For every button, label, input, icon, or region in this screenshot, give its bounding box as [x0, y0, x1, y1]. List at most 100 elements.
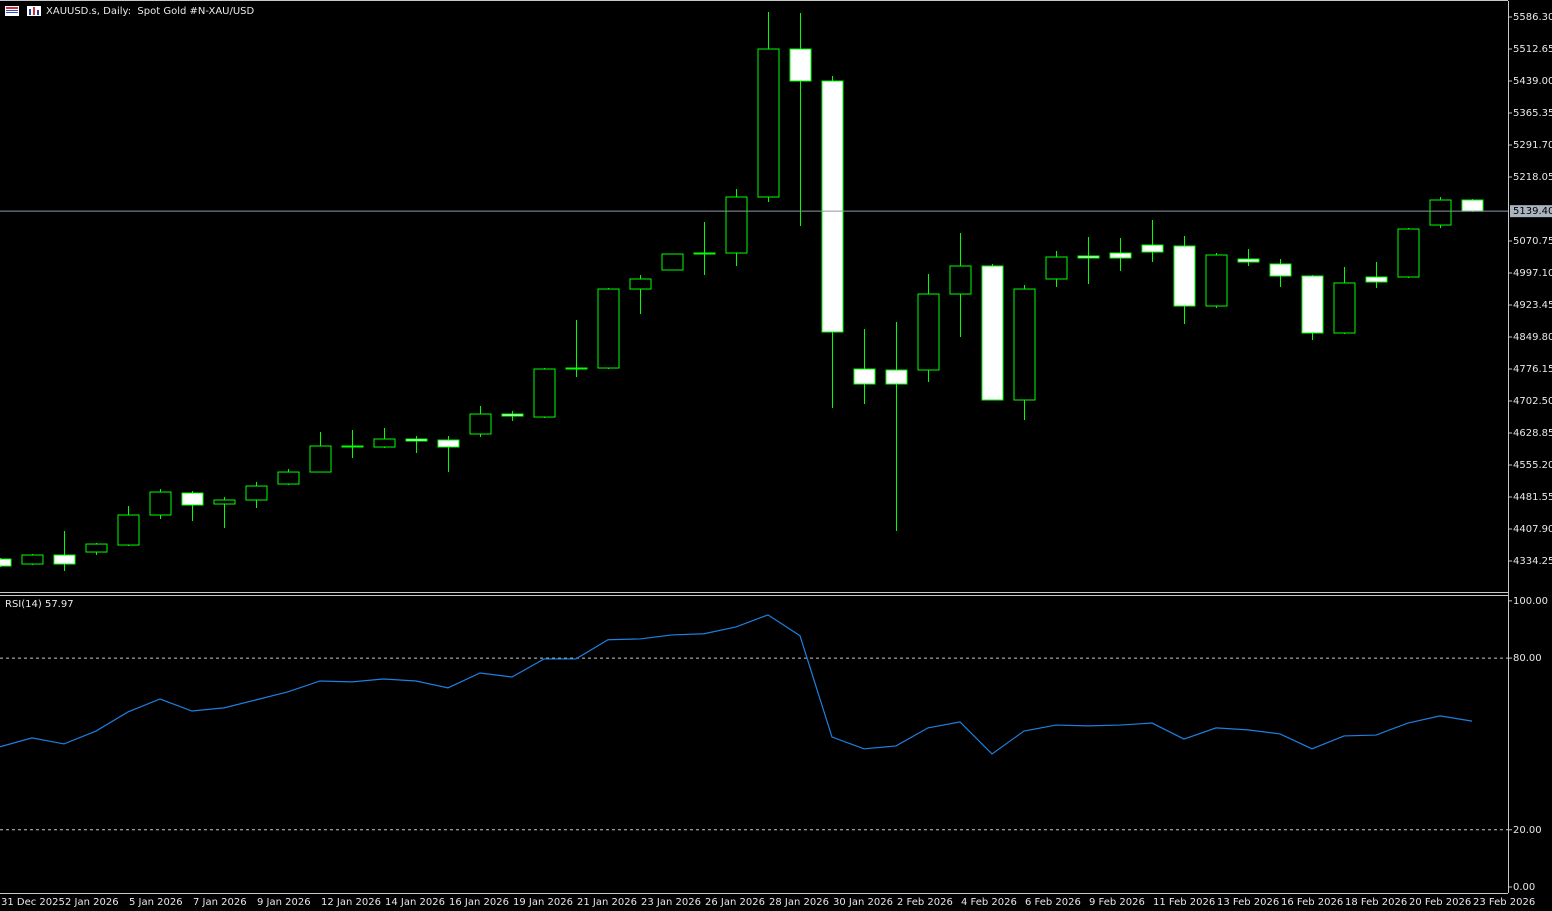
y-tick-label: 4407.90	[1513, 524, 1552, 535]
candle-body	[1013, 288, 1036, 401]
y-tick-label: 20.00	[1513, 825, 1542, 836]
candle-body	[1397, 228, 1420, 278]
y-tick-label: 4334.25	[1513, 556, 1552, 567]
candle-body	[373, 438, 396, 448]
y-tick-label: 5218.05	[1513, 172, 1552, 183]
x-tick-label: 12 Jan 2026	[321, 897, 381, 908]
x-tick-label: 5 Jan 2026	[129, 897, 183, 908]
x-tick-label: 14 Jan 2026	[385, 897, 445, 908]
x-tick-label: 30 Jan 2026	[833, 897, 893, 908]
candle-body	[1333, 282, 1356, 334]
x-tick-label: 21 Jan 2026	[577, 897, 637, 908]
candle-body	[1077, 255, 1100, 259]
candle-body	[1365, 276, 1388, 283]
indicator-title: RSI(14) 57.97	[5, 599, 74, 610]
x-tick-label: 2 Feb 2026	[897, 897, 953, 908]
x-tick-label: 7 Jan 2026	[193, 897, 247, 908]
candle-body	[437, 439, 460, 448]
candle-body	[1461, 199, 1484, 212]
candle-body	[789, 48, 812, 82]
x-tick-label: 13 Feb 2026	[1217, 897, 1279, 908]
candle-body	[245, 485, 268, 501]
y-tick-label: 5586.30	[1513, 12, 1552, 23]
candle-body	[277, 471, 300, 485]
candle-body	[1429, 199, 1452, 226]
x-tick-label: 2 Jan 2026	[65, 897, 119, 908]
candle-body	[405, 438, 428, 442]
y-tick-label: 4628.85	[1513, 428, 1552, 439]
candle-body	[85, 543, 108, 553]
chart-title: XAUUSD.s, Daily: Spot Gold #N-XAU/USD	[46, 6, 255, 17]
candle-body	[757, 48, 780, 198]
y-tick-label: 4776.15	[1513, 364, 1552, 375]
candle-body	[565, 367, 588, 370]
x-tick-label: 4 Feb 2026	[961, 897, 1017, 908]
candle-body	[885, 369, 908, 385]
y-tick-label: 4481.55	[1513, 492, 1552, 503]
candle-body	[693, 252, 716, 255]
y-tick-label: 4923.45	[1513, 300, 1552, 311]
y-tick-label: 100.00	[1513, 596, 1548, 607]
x-tick-label: 28 Jan 2026	[769, 897, 829, 908]
x-tick-label: 19 Jan 2026	[513, 897, 573, 908]
y-tick-label: 5439.00	[1513, 76, 1552, 87]
y-tick-label: 5291.70	[1513, 140, 1552, 151]
candle-body	[0, 558, 12, 567]
candle-body	[1173, 245, 1196, 307]
y-tick-label: 5365.35	[1513, 108, 1552, 119]
x-tick-label: 20 Feb 2026	[1409, 897, 1471, 908]
candle-body	[597, 288, 620, 369]
x-tick-label: 6 Feb 2026	[1025, 897, 1081, 908]
candle-body	[341, 445, 364, 448]
candle-body	[661, 253, 684, 271]
candle-body	[725, 196, 748, 254]
candle-body	[21, 554, 44, 565]
candle-body	[1205, 254, 1228, 307]
x-tick-label: 9 Jan 2026	[257, 897, 311, 908]
current-price-label: 5139.40	[1513, 206, 1552, 217]
candle-body	[533, 368, 556, 418]
candle-body	[1141, 244, 1164, 253]
candle-body	[949, 265, 972, 295]
candle-body	[1045, 256, 1068, 280]
candle-body	[917, 293, 940, 371]
y-tick-label: 4849.80	[1513, 332, 1552, 343]
candle-body	[1237, 258, 1260, 263]
x-tick-label: 9 Feb 2026	[1089, 897, 1145, 908]
candle-body	[821, 80, 844, 333]
x-tick-label: 16 Jan 2026	[449, 897, 509, 908]
candle-body	[1269, 263, 1292, 277]
x-tick-label: 23 Jan 2026	[641, 897, 701, 908]
y-tick-label: 5512.65	[1513, 44, 1552, 55]
y-tick-label: 5070.75	[1513, 236, 1552, 247]
x-tick-label: 11 Feb 2026	[1153, 897, 1215, 908]
candles	[0, 11, 1484, 572]
x-tick-label: 23 Feb 2026	[1473, 897, 1535, 908]
candle-body	[629, 278, 652, 290]
x-tick-label: 18 Feb 2026	[1345, 897, 1407, 908]
candle-body	[213, 499, 236, 505]
x-tick-label: 16 Feb 2026	[1281, 897, 1343, 908]
candle-body	[181, 492, 204, 506]
candle-body	[309, 445, 332, 473]
candle-body	[53, 554, 76, 565]
current-price-box	[1510, 205, 1552, 218]
x-tick-label: 26 Jan 2026	[705, 897, 765, 908]
y-tick-label: 4997.10	[1513, 268, 1552, 279]
candle-body	[1301, 275, 1324, 334]
candle-body	[149, 491, 172, 516]
candle-body	[853, 368, 876, 385]
rsi-line	[0, 614, 1473, 755]
header-icons	[5, 6, 41, 16]
candle-body	[501, 413, 524, 417]
candle-body	[469, 413, 492, 435]
candle-body	[117, 514, 140, 546]
y-tick-label: 4555.20	[1513, 460, 1552, 471]
y-tick-label: 0.00	[1513, 882, 1535, 893]
y-tick-label: 4702.50	[1513, 396, 1552, 407]
y-tick-label: 80.00	[1513, 653, 1542, 664]
candle-body	[1109, 252, 1132, 259]
candle-body	[981, 265, 1004, 401]
